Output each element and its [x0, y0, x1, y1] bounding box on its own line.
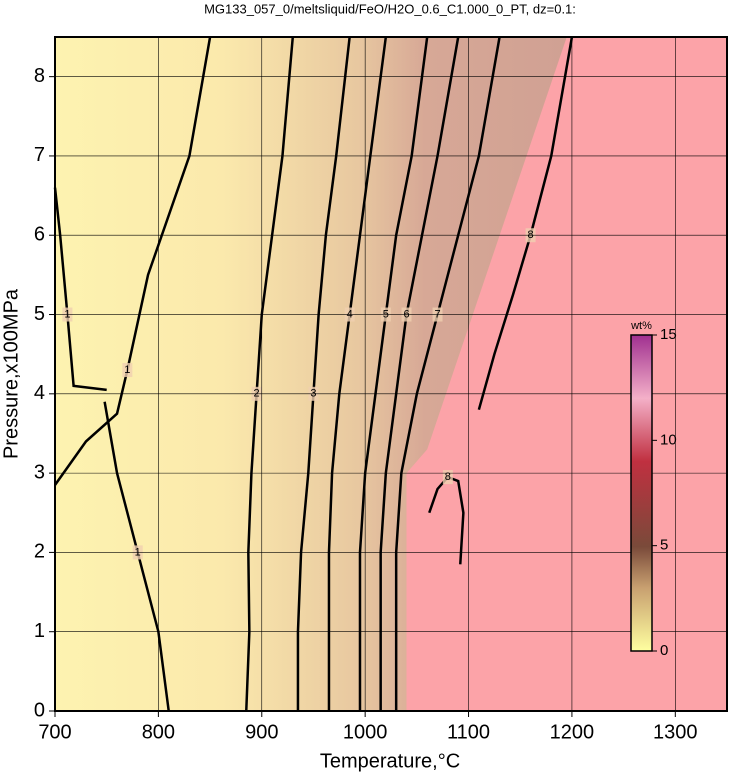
colorbar-tick-label: 0: [660, 642, 668, 659]
y-tick-label: 0: [34, 699, 45, 721]
y-tick-label: 4: [34, 382, 45, 404]
x-tick-label: 1200: [550, 721, 595, 743]
x-tick-label: 1100: [447, 721, 490, 743]
chart-title: MG133_057_0/meltsliquid/FeO/H2O_0.6_C1.0…: [204, 1, 576, 16]
contour-line: [428, 475, 465, 565]
y-axis-label: Pressure,x100MPa: [0, 288, 22, 459]
y-tick-label: 2: [34, 541, 45, 563]
x-tick-label: 1000: [343, 721, 388, 743]
colorbar: [630, 334, 653, 652]
colorbar-tick-label: 15: [660, 326, 677, 343]
y-tick-label: 6: [34, 224, 45, 246]
contour-line: [477, 36, 574, 411]
contour-label: 1: [124, 364, 130, 376]
y-tick-label: 8: [34, 65, 45, 87]
contour-line: [394, 36, 501, 711]
y-tick-label: 7: [34, 144, 45, 166]
colorbar-label: wt%: [630, 320, 652, 332]
colorbar-tick-label: 10: [660, 431, 677, 448]
contour-label-bg: [442, 470, 453, 485]
contour-label: 8: [445, 471, 451, 483]
contour-line: [358, 36, 429, 711]
x-tick-label: 800: [142, 721, 175, 743]
y-tick-label: 1: [34, 620, 45, 642]
x-tick-label: 1300: [653, 721, 698, 743]
colorbar-tick-label: 5: [660, 537, 668, 554]
x-tick-label: 900: [245, 721, 278, 743]
plot-frame: [54, 36, 728, 712]
x-axis-label: Temperature,°C: [320, 750, 460, 772]
contour-label-bg: [122, 363, 133, 378]
x-tick-label: 700: [38, 721, 71, 743]
y-tick-label: 3: [34, 461, 45, 483]
y-tick-label: 5: [34, 303, 45, 325]
contour-line: [327, 36, 388, 711]
contour-line: [379, 36, 460, 711]
